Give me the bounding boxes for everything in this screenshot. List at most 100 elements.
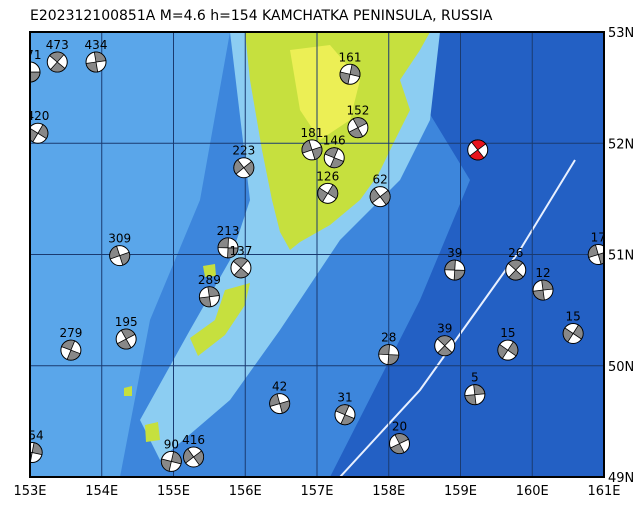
ball-quadrant	[339, 64, 361, 85]
focal-mechanism	[389, 433, 411, 455]
focal-mechanism	[317, 182, 339, 204]
depth-label: 181	[301, 126, 324, 140]
ball-quadrant	[532, 279, 554, 301]
ball-quadrant	[369, 188, 391, 206]
depth-label: 473	[46, 38, 69, 52]
lon-tick-label: 158E	[372, 484, 405, 499]
depth-label: 152	[346, 104, 369, 118]
focal-mechanism	[30, 122, 49, 144]
depth-label: 15	[566, 309, 581, 323]
ball-quadrant	[562, 324, 584, 343]
depth-label: 416	[182, 433, 205, 447]
focal-mechanism	[434, 335, 456, 357]
lat-tick-label: 49N	[608, 471, 634, 486]
ball-quadrant	[232, 257, 250, 279]
depth-label: 20	[392, 420, 407, 434]
focal-mechanism	[505, 259, 527, 281]
ball-quadrant	[436, 335, 453, 357]
focal-mechanism	[60, 339, 82, 361]
depth-label: 42	[272, 380, 287, 394]
lon-tick-label: 156E	[229, 484, 262, 499]
focal-mechanism	[115, 328, 137, 350]
depth-label: 62	[372, 173, 387, 187]
island	[190, 283, 250, 356]
depth-label: 434	[85, 38, 108, 52]
focal-mechanism	[323, 147, 345, 169]
depth-label: 309	[108, 232, 131, 246]
island	[145, 422, 160, 442]
focal-mechanism	[160, 450, 182, 472]
focal-mechanism	[532, 279, 554, 301]
depth-label: 39	[437, 322, 452, 336]
focal-mechanism	[233, 157, 255, 179]
ball-quadrant	[61, 339, 81, 361]
ball-quadrant	[497, 341, 519, 360]
depth-label: 223	[232, 144, 255, 158]
depth-label: 39	[447, 246, 462, 260]
depth-label: 289	[198, 273, 221, 287]
ball-quadrant	[317, 184, 339, 203]
depth-label: 146	[323, 134, 346, 148]
lat-tick-label: 52N	[608, 137, 634, 152]
depth-label: 471	[19, 48, 42, 62]
depth-label: 137	[229, 244, 252, 258]
ball-quadrant	[389, 433, 410, 455]
ball-quadrant	[335, 404, 355, 426]
focal-mechanism	[269, 393, 291, 415]
focal-mechanism	[378, 344, 400, 366]
focal-mechanism	[444, 259, 466, 281]
title: E202312100851A M=4.6 h=154 KAMCHATKA PEN…	[30, 8, 493, 24]
lon-tick-label: 157E	[300, 484, 333, 499]
depth-label: 28	[381, 331, 396, 345]
focal-mechanism	[46, 51, 68, 73]
depth-label: 195	[115, 315, 138, 329]
ball-quadrant	[507, 259, 524, 281]
focal-mechanism	[198, 286, 220, 308]
focal-mechanism	[339, 63, 361, 85]
kamchatka	[245, 32, 430, 250]
depth-label: 90	[164, 437, 179, 451]
ball-quadrant	[378, 344, 400, 365]
depth-label: 279	[59, 326, 82, 340]
lat-tick-label: 51N	[608, 249, 634, 264]
island	[124, 386, 132, 396]
depth-label: 420	[26, 109, 49, 123]
lon-tick-label: 160E	[516, 484, 549, 499]
island	[203, 264, 216, 277]
focal-mechanism	[347, 117, 369, 139]
lon-tick-label: 159E	[444, 484, 477, 499]
ball-quadrant	[348, 117, 368, 139]
depth-label: 15	[500, 326, 515, 340]
depth-label: 17	[591, 231, 606, 245]
ball-quadrant	[269, 393, 291, 414]
depth-label: 213	[217, 224, 240, 238]
trench	[339, 159, 576, 477]
ball-quadrant	[199, 286, 220, 308]
depth-label: 12	[535, 266, 550, 280]
focal-mechanism	[217, 237, 239, 259]
focal-mechanism	[467, 139, 489, 161]
ball-quadrant	[233, 159, 255, 177]
depth-label: 126	[316, 169, 339, 183]
focal-mechanism	[230, 257, 252, 279]
focal-mechanism	[85, 51, 107, 73]
ball-quadrant	[469, 139, 487, 161]
lat-tick-label: 53N	[608, 26, 634, 41]
depth-label: 154	[21, 429, 44, 443]
focal-mechanism	[109, 245, 131, 267]
focal-mechanism	[30, 442, 43, 464]
frame	[29, 31, 605, 478]
focal-mechanism	[183, 446, 205, 468]
depth-label: 31	[337, 391, 352, 405]
ball-quadrant	[30, 124, 49, 143]
focal-mechanism	[301, 139, 323, 161]
ball-quadrant	[324, 147, 345, 169]
focal-mechanism	[464, 384, 486, 406]
ball-quadrant	[183, 448, 204, 466]
lon-tick-label: 154E	[85, 484, 118, 499]
lon-tick-label: 155E	[157, 484, 190, 499]
focal-mechanism	[562, 322, 584, 344]
focal-mechanism	[497, 339, 519, 361]
basemap: 471 473 434 420 309 279 195 154 223 213 137 289 126 1…	[19, 32, 606, 477]
